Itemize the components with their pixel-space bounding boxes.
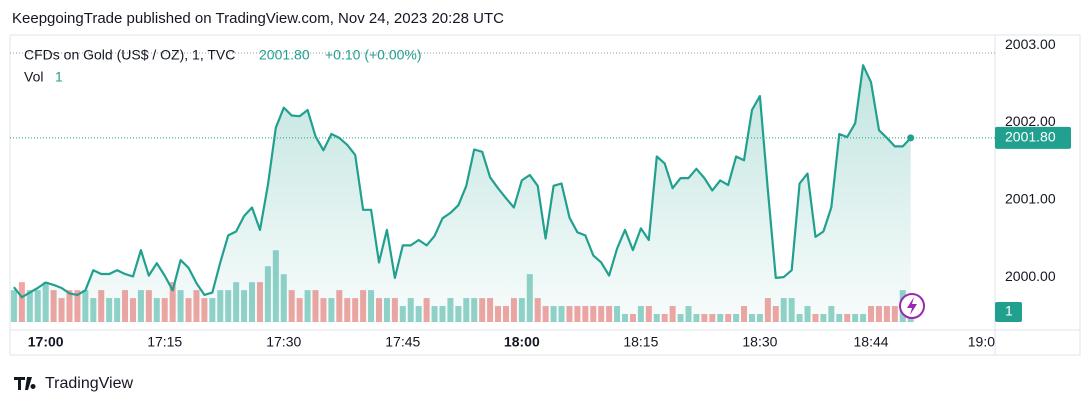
x-tick-label: 18:00 (504, 334, 540, 350)
volume-badge-label: 1 (1005, 303, 1013, 319)
price-badge (995, 126, 1071, 149)
legend-symbol: CFDs on Gold (US$ / OZ), 1, TVC (24, 47, 235, 63)
x-tick-label: 18:15 (623, 334, 658, 350)
x-tick-label: 18:44 (854, 334, 889, 350)
x-tick-label: 17:30 (266, 334, 301, 350)
legend-last: 2001.80 (259, 47, 310, 63)
brand-logo (14, 377, 36, 390)
x-tick-label: 17:00 (28, 334, 64, 350)
y-tick-label: 2002.00 (1005, 113, 1056, 129)
price-layer (13, 64, 915, 322)
axes: 2000.00 2001.00 2002.00 2003.00 17:00 17:15 17… (10, 36, 1071, 350)
x-tick-label: 17:45 (385, 334, 420, 350)
volume-badge (995, 302, 1022, 322)
frame (9, 34, 1081, 356)
price-area (13, 65, 911, 322)
legend-volume: Vol (24, 69, 43, 85)
legend-volume-last: 1 (55, 69, 63, 85)
y-tick-label: 2001.00 (1005, 190, 1056, 206)
brand: TradingView (45, 375, 133, 392)
x-tick-label: 19:0 (968, 334, 995, 350)
price-badge-label: 2001.80 (1005, 129, 1056, 145)
event-bolt (907, 297, 917, 315)
byline: KeepgoingTrade published on TradingView.… (12, 10, 504, 27)
y-tick-label: 2003.00 (1005, 36, 1056, 52)
x-tick-label: 18:30 (742, 334, 777, 350)
x-tick-label: 17:15 (147, 334, 182, 350)
y-tick-label: 2000.00 (1005, 268, 1056, 284)
legend-change: +0.10 (+0.00%) (325, 47, 422, 63)
price-line (13, 64, 912, 299)
